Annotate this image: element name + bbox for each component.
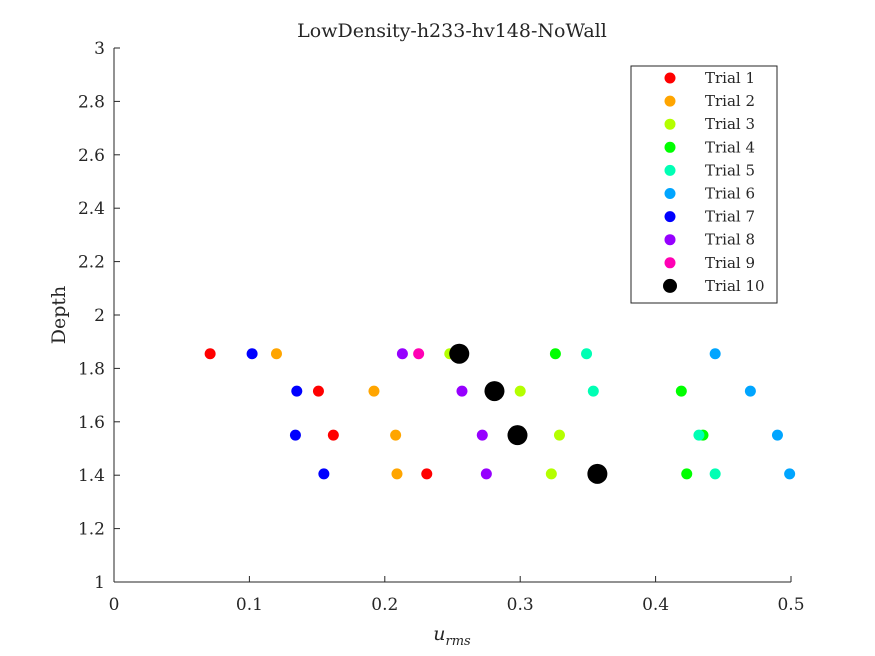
- data-point: [396, 348, 408, 360]
- legend-marker: [664, 164, 676, 176]
- data-point: [553, 429, 565, 441]
- legend-marker: [664, 118, 676, 130]
- legend-label: Trial 7: [705, 208, 755, 226]
- data-point: [449, 343, 470, 364]
- data-point: [391, 468, 403, 480]
- data-point: [421, 468, 433, 480]
- x-axis-label: urms: [433, 623, 471, 649]
- data-point: [291, 385, 303, 397]
- legend-marker: [664, 141, 676, 153]
- x-tick-label: 0.2: [371, 595, 398, 615]
- legend-label: Trial 9: [705, 254, 755, 272]
- legend-box: [630, 65, 778, 304]
- legend-marker: [664, 211, 676, 223]
- data-point: [587, 463, 608, 484]
- data-point: [312, 385, 324, 397]
- y-tick-label: 1: [94, 573, 105, 593]
- chart-title: LowDensity-h233-hv148-NoWall: [297, 20, 607, 42]
- data-point: [744, 385, 756, 397]
- data-point: [484, 381, 505, 402]
- data-point: [514, 385, 526, 397]
- data-point: [413, 348, 425, 360]
- legend-marker: [664, 95, 676, 107]
- legend-label: Trial 4: [705, 138, 755, 156]
- y-tick-label: 2.4: [78, 199, 105, 219]
- data-point: [675, 385, 687, 397]
- x-tick-label: 0.1: [236, 595, 263, 615]
- legend-marker: [664, 257, 676, 269]
- legend-marker: [664, 234, 676, 246]
- legend-label: Trial 3: [705, 115, 755, 133]
- y-tick-label: 3: [94, 39, 105, 59]
- y-tick-label: 2.8: [78, 92, 105, 112]
- legend-label: Trial 6: [705, 185, 755, 203]
- data-point: [246, 348, 258, 360]
- legend: Trial 1 Trial 2 Trial 3 Trial 4 Trial 5 Trial…: [630, 65, 778, 304]
- x-tick-label: 0.4: [642, 595, 669, 615]
- legend-label: Trial 10: [705, 277, 765, 295]
- data-point: [368, 385, 380, 397]
- y-axis-label: Depth: [48, 286, 70, 345]
- x-tick-label: 0: [109, 595, 120, 615]
- legend-marker: [664, 72, 676, 84]
- y-tick-label: 1.2: [78, 520, 105, 540]
- legend-label: Trial 8: [705, 231, 755, 249]
- data-point: [549, 348, 561, 360]
- data-point: [476, 429, 488, 441]
- legend-label: Trial 1: [705, 69, 755, 87]
- data-point: [581, 348, 593, 360]
- data-point: [327, 429, 339, 441]
- data-point: [693, 429, 705, 441]
- y-tick-label: 2: [94, 306, 105, 326]
- data-point: [390, 429, 402, 441]
- data-points: [204, 343, 796, 484]
- data-point: [784, 468, 796, 480]
- x-tick-label: 0.5: [777, 595, 804, 615]
- data-point: [456, 385, 468, 397]
- data-point: [587, 385, 599, 397]
- y-tick-label: 2.6: [78, 146, 105, 166]
- data-point: [709, 468, 721, 480]
- axes: 0 0.1 0.2 0.3 0.4 0.5 1 1.2 1.4 1.6 1.8 2 2.2 2.4 2.6 2…: [78, 39, 805, 615]
- data-point: [507, 425, 528, 446]
- data-point: [545, 468, 557, 480]
- y-tick-label: 2.2: [78, 253, 105, 273]
- data-point: [289, 429, 301, 441]
- legend-marker: [663, 278, 677, 293]
- x-tick-label: 0.3: [507, 595, 534, 615]
- y-tick-label: 1.6: [78, 413, 105, 433]
- data-point: [681, 468, 693, 480]
- data-point: [318, 468, 330, 480]
- legend-label: Trial 2: [705, 92, 755, 110]
- legend-marker: [664, 188, 676, 199]
- data-point: [771, 429, 783, 441]
- data-point: [709, 348, 721, 360]
- data-point: [480, 468, 492, 480]
- legend-label: Trial 5: [705, 161, 755, 179]
- data-point: [204, 348, 216, 360]
- y-tick-label: 1.8: [78, 359, 105, 379]
- data-point: [270, 348, 282, 360]
- y-tick-label: 1.4: [78, 466, 105, 486]
